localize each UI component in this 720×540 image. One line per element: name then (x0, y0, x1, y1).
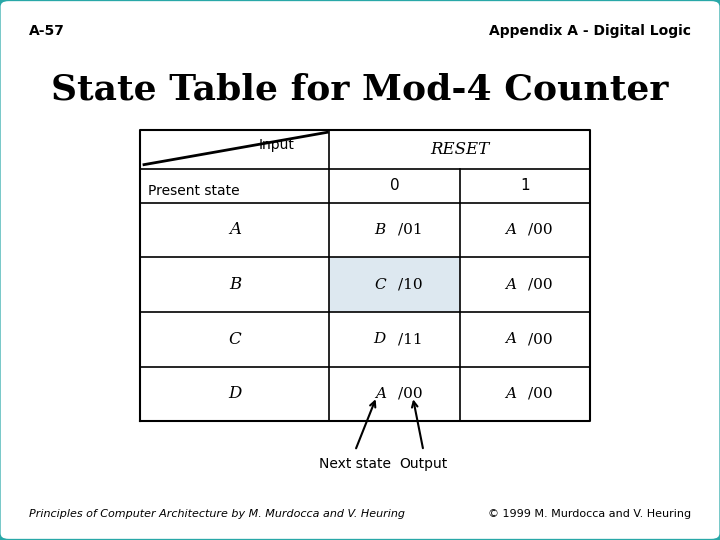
Text: Next state: Next state (319, 457, 391, 471)
Text: B: B (229, 276, 241, 293)
Text: A-57: A-57 (29, 24, 65, 38)
Text: A: A (505, 223, 516, 237)
Text: /00: /00 (528, 387, 553, 401)
Text: A: A (374, 387, 386, 401)
Text: B: B (374, 223, 386, 237)
Bar (140, 130, 590, 421)
Text: A: A (505, 387, 516, 401)
Text: Principles of Computer Architecture by M. Murdocca and V. Heuring: Principles of Computer Architecture by M… (29, 509, 405, 519)
Text: D: D (228, 386, 242, 402)
Text: A: A (505, 332, 516, 346)
Text: /00: /00 (528, 278, 553, 292)
Text: 0: 0 (390, 178, 400, 193)
Bar (330, 257, 460, 312)
Text: /10: /10 (397, 278, 422, 292)
Text: /00: /00 (397, 387, 422, 401)
Text: D: D (374, 332, 386, 346)
Text: /11: /11 (397, 332, 422, 346)
Bar (330, 257, 460, 312)
Text: /00: /00 (528, 332, 553, 346)
Text: Output: Output (400, 457, 448, 471)
Text: © 1999 M. Murdocca and V. Heuring: © 1999 M. Murdocca and V. Heuring (488, 509, 691, 519)
Text: /00: /00 (528, 223, 553, 237)
Text: A: A (229, 221, 241, 238)
Text: C: C (228, 330, 241, 348)
Text: State Table for Mod-4 Counter: State Table for Mod-4 Counter (51, 73, 669, 107)
Text: /01: /01 (397, 223, 422, 237)
Text: Appendix A - Digital Logic: Appendix A - Digital Logic (489, 24, 691, 38)
Text: Present state: Present state (148, 184, 239, 198)
Text: RESET: RESET (431, 141, 490, 158)
Text: 1: 1 (521, 178, 530, 193)
Text: C: C (374, 278, 386, 292)
Text: Input: Input (258, 138, 294, 152)
Text: A: A (505, 278, 516, 292)
